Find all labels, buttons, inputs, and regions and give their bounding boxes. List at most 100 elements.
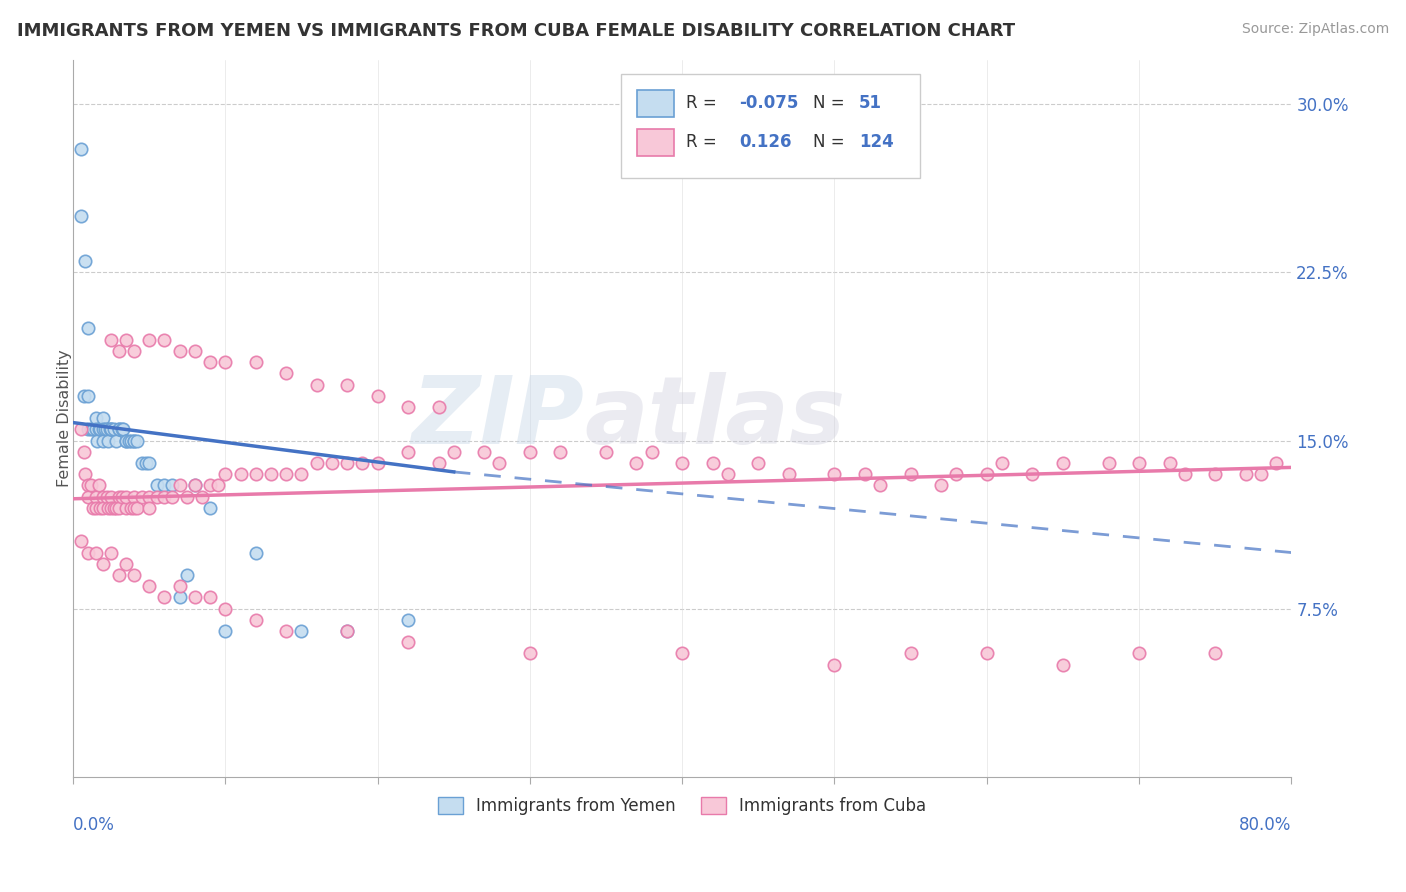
Point [184, 343, 207, 358]
Point [869, 478, 891, 492]
Point [96, 422, 118, 436]
Point [245, 613, 267, 627]
Point [290, 624, 312, 638]
Point [73, 444, 96, 458]
Point [138, 500, 160, 515]
Point [1174, 467, 1197, 482]
Point [131, 490, 153, 504]
Text: Source: ZipAtlas.com: Source: ZipAtlas.com [1241, 22, 1389, 37]
Point [367, 456, 389, 470]
Point [115, 333, 138, 347]
Point [122, 434, 145, 448]
Point [69, 142, 91, 156]
Point [352, 456, 374, 470]
Point [104, 434, 127, 448]
Point [336, 624, 359, 638]
Point [184, 478, 207, 492]
Y-axis label: Female Disability: Female Disability [58, 350, 72, 487]
Point [1128, 456, 1150, 470]
Point [626, 456, 648, 470]
Point [82, 500, 104, 515]
Point [100, 422, 122, 436]
Point [138, 490, 160, 504]
Point [138, 456, 160, 470]
Point [84, 411, 107, 425]
Point [122, 500, 145, 515]
Point [184, 478, 207, 492]
Point [120, 500, 142, 515]
Point [115, 557, 138, 571]
Point [229, 467, 252, 482]
Point [107, 500, 129, 515]
Point [82, 422, 104, 436]
Point [1204, 646, 1226, 660]
Point [125, 500, 148, 515]
Text: 124: 124 [859, 133, 894, 151]
Point [160, 478, 183, 492]
Point [550, 444, 572, 458]
Point [367, 389, 389, 403]
Point [472, 444, 495, 458]
Point [77, 545, 100, 559]
Point [93, 411, 115, 425]
Point [103, 422, 125, 436]
Point [290, 467, 312, 482]
Text: 0.126: 0.126 [740, 133, 792, 151]
Point [131, 456, 153, 470]
Point [69, 422, 91, 436]
Point [93, 557, 115, 571]
Point [115, 434, 138, 448]
Text: IMMIGRANTS FROM YEMEN VS IMMIGRANTS FROM CUBA FEMALE DISABILITY CORRELATION CHAR: IMMIGRANTS FROM YEMEN VS IMMIGRANTS FROM… [17, 22, 1015, 40]
Point [396, 635, 419, 649]
Point [69, 534, 91, 549]
Point [427, 400, 450, 414]
Legend: Immigrants from Yemen, Immigrants from Cuba: Immigrants from Yemen, Immigrants from C… [432, 790, 934, 822]
Text: 51: 51 [859, 94, 882, 112]
Point [214, 601, 236, 615]
Point [89, 422, 111, 436]
Point [97, 434, 120, 448]
Point [276, 624, 298, 638]
Point [93, 434, 115, 448]
Point [96, 490, 118, 504]
Point [396, 613, 419, 627]
Point [488, 456, 510, 470]
Text: R =: R = [686, 133, 721, 151]
Point [198, 500, 221, 515]
Point [122, 434, 145, 448]
Point [245, 355, 267, 369]
Point [107, 490, 129, 504]
Point [396, 400, 419, 414]
Point [671, 646, 693, 660]
Point [336, 456, 359, 470]
Point [98, 422, 121, 436]
Point [1021, 467, 1043, 482]
Text: 80.0%: 80.0% [1239, 816, 1291, 834]
Point [747, 456, 769, 470]
Point [198, 355, 221, 369]
Point [115, 500, 138, 515]
Point [169, 478, 191, 492]
Point [169, 591, 191, 605]
Point [519, 444, 541, 458]
Point [671, 456, 693, 470]
Point [260, 467, 283, 482]
Point [900, 467, 922, 482]
Point [153, 490, 176, 504]
Point [1250, 467, 1272, 482]
Text: N =: N = [813, 94, 849, 112]
Point [191, 490, 214, 504]
Point [245, 545, 267, 559]
Point [1097, 456, 1119, 470]
Point [276, 467, 298, 482]
Point [336, 377, 359, 392]
Point [146, 478, 169, 492]
Point [198, 478, 221, 492]
Point [84, 422, 107, 436]
Point [160, 490, 183, 504]
Text: -0.075: -0.075 [740, 94, 799, 112]
Point [1159, 456, 1181, 470]
Point [138, 333, 160, 347]
Point [104, 500, 127, 515]
Text: 0.0%: 0.0% [73, 816, 115, 834]
